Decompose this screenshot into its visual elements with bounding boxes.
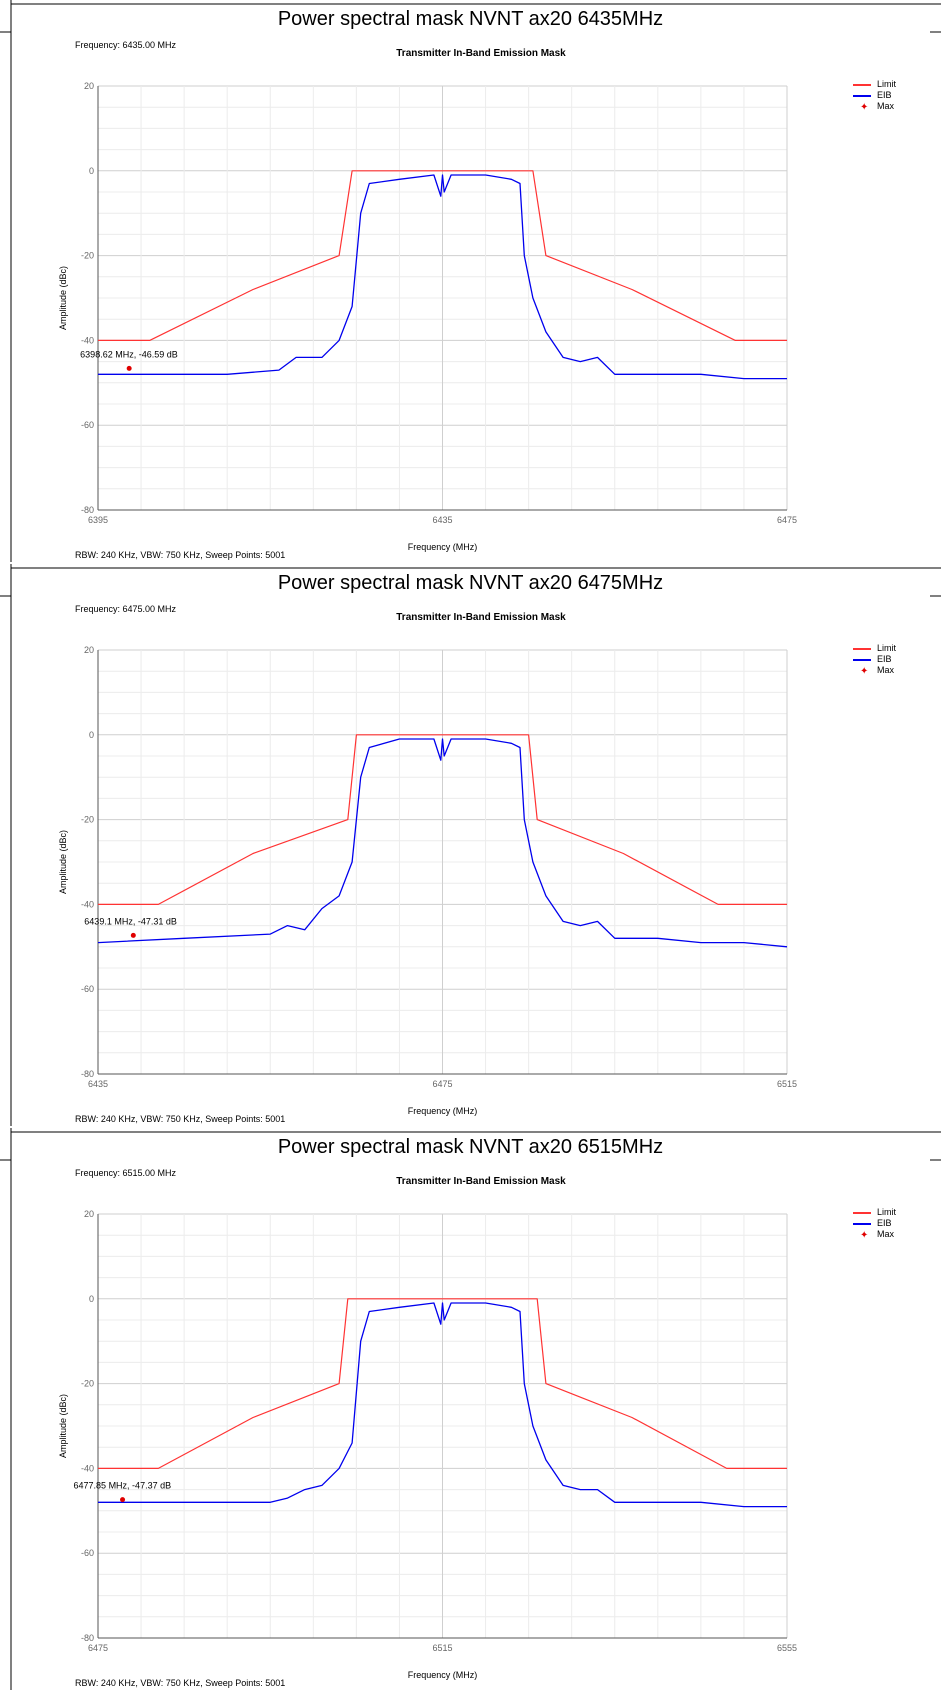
chart-title: Transmitter In-Band Emission Mask — [396, 612, 566, 623]
max-marker-label: 6477.85 MHz, -47.37 dB — [74, 1481, 172, 1491]
frequency-label: Frequency: 6475.00 MHz — [75, 604, 177, 614]
y-axis-label: Amplitude (dBc) — [58, 1394, 68, 1458]
panel-title: Power spectral mask NVNT ax20 6475MHz — [277, 572, 664, 594]
eib-trace — [98, 1302, 787, 1508]
max-marker-icon: ✦ — [860, 1230, 869, 1241]
rbw-footer: RBW: 240 KHz, VBW: 750 KHz, Sweep Points… — [75, 1114, 286, 1124]
frequency-label: Frequency: 6435.00 MHz — [75, 40, 177, 50]
max-marker — [126, 365, 132, 371]
legend-eib-label: EIB — [877, 654, 892, 664]
legend-max-label: Max — [877, 1229, 895, 1239]
y-tick-label: -20 — [81, 815, 94, 825]
legend-max-label: Max — [877, 665, 895, 675]
max-marker-label: 6398.62 MHz, -46.59 dB — [80, 349, 178, 359]
max-marker — [120, 1497, 126, 1503]
legend-limit-label: Limit — [877, 1207, 897, 1217]
rbw-footer: RBW: 240 KHz, VBW: 750 KHz, Sweep Points… — [75, 1678, 286, 1688]
legend-eib-label: EIB — [877, 90, 892, 100]
mask-panel-2: 20 0 -20 -40 -60 -80 6435 6475 6515 Frequency (MH… — [0, 564, 941, 1126]
y-tick-label: -80 — [81, 1633, 94, 1643]
chart-title: Transmitter In-Band Emission Mask — [396, 1176, 566, 1187]
y-tick-label: 20 — [84, 645, 94, 655]
legend-max-label: Max — [877, 101, 895, 111]
y-tick-label: -60 — [81, 1548, 94, 1558]
y-axis-label: Amplitude (dBc) — [58, 266, 68, 330]
chart-title: Transmitter In-Band Emission Mask — [396, 48, 566, 59]
y-tick-label: -60 — [81, 420, 94, 430]
y-tick-label: -20 — [81, 1379, 94, 1389]
x-tick-label: 6435 — [432, 515, 452, 525]
legend: Limit EIB ✦ Max — [853, 1207, 896, 1241]
legend: Limit EIB ✦ Max — [853, 79, 896, 113]
legend-max: ✦ Max — [853, 1229, 896, 1241]
limit-line — [98, 170, 787, 341]
legend-limit-label: Limit — [877, 643, 897, 653]
max-marker-icon: ✦ — [860, 102, 869, 113]
y-tick-label: -40 — [81, 335, 94, 345]
legend-max: ✦ Max — [853, 665, 896, 677]
legend-limit: Limit — [853, 643, 896, 654]
x-tick-label: 6395 — [88, 515, 108, 525]
x-tick-label: 6515 — [432, 1643, 452, 1653]
x-axis-label: Frequency (MHz) — [408, 1106, 478, 1116]
mask-panel-1: 20 0 -20 -40 -60 -80 6395 6435 6475 Frequency (MH… — [0, 0, 941, 562]
y-tick-label: 0 — [89, 166, 94, 176]
legend-limit: Limit — [853, 79, 896, 90]
max-marker-label: 6439.1 MHz, -47.31 dB — [84, 916, 177, 926]
legend-eib: EIB — [853, 90, 896, 101]
legend-max: ✦ Max — [853, 101, 896, 113]
legend-limit: Limit — [853, 1207, 896, 1218]
y-tick-label: -40 — [81, 1463, 94, 1473]
x-tick-label: 6435 — [88, 1079, 108, 1089]
y-tick-label: 20 — [84, 1209, 94, 1219]
x-tick-label: 6515 — [777, 1079, 797, 1089]
x-tick-label: 6555 — [777, 1643, 797, 1653]
max-marker-icon: ✦ — [860, 666, 869, 677]
x-tick-label: 6475 — [88, 1643, 108, 1653]
legend-eib: EIB — [853, 654, 896, 665]
legend: Limit EIB ✦ Max — [853, 643, 896, 677]
y-tick-label: -80 — [81, 1069, 94, 1079]
eib-trace — [97, 738, 788, 948]
y-axis-label: Amplitude (dBc) — [58, 830, 68, 894]
mask-panel-3: 20 0 -20 -40 -60 -80 6475 6515 6555 Frequency (MH… — [0, 1128, 941, 1690]
frequency-label: Frequency: 6515.00 MHz — [75, 1168, 177, 1178]
y-tick-label: 0 — [89, 1294, 94, 1304]
x-tick-label: 6475 — [432, 1079, 452, 1089]
legend-eib-label: EIB — [877, 1218, 892, 1228]
y-tick-label: -40 — [81, 899, 94, 909]
legend-eib: EIB — [853, 1218, 896, 1229]
y-tick-label: -60 — [81, 984, 94, 994]
x-axis-label: Frequency (MHz) — [408, 542, 478, 552]
limit-line — [98, 734, 787, 905]
panel-title: Power spectral mask NVNT ax20 6435MHz — [277, 8, 664, 30]
y-tick-label: 0 — [89, 730, 94, 740]
y-tick-label: -80 — [81, 505, 94, 515]
rbw-footer: RBW: 240 KHz, VBW: 750 KHz, Sweep Points… — [75, 550, 286, 560]
eib-trace — [98, 174, 787, 380]
panel-title: Power spectral mask NVNT ax20 6515MHz — [277, 1136, 664, 1158]
limit-line — [98, 1298, 787, 1469]
y-tick-label: -20 — [81, 251, 94, 261]
x-axis-label: Frequency (MHz) — [408, 1670, 478, 1680]
max-marker — [130, 932, 136, 938]
x-tick-label: 6475 — [777, 515, 797, 525]
y-tick-label: 20 — [84, 81, 94, 91]
legend-limit-label: Limit — [877, 79, 897, 89]
